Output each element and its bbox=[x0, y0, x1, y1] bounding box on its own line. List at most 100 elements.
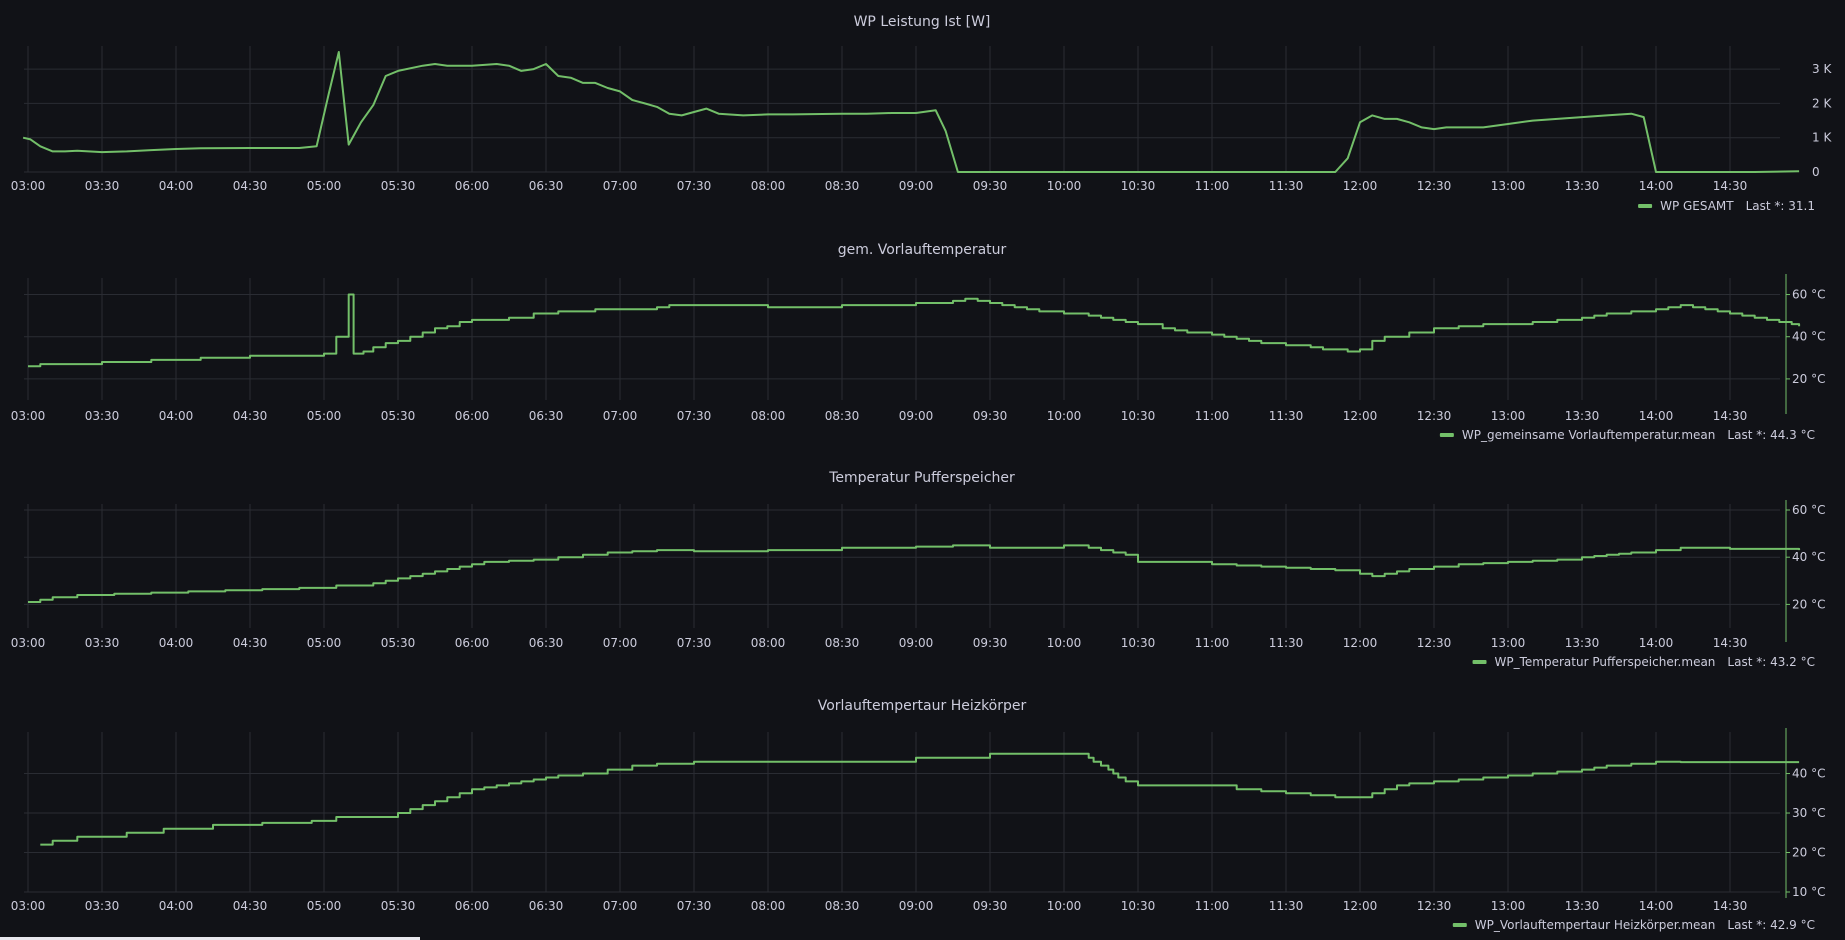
y-tick-label: 20 °C bbox=[1792, 372, 1825, 386]
y-tick-label: 60 °C bbox=[1792, 288, 1825, 302]
x-tick-label: 05:30 bbox=[381, 899, 416, 913]
x-tick-label: 10:30 bbox=[1121, 899, 1156, 913]
x-tick-label: 08:30 bbox=[825, 899, 860, 913]
x-tick-label: 14:30 bbox=[1713, 636, 1748, 650]
x-tick-label: 08:00 bbox=[751, 409, 786, 423]
x-tick-label: 10:30 bbox=[1121, 636, 1156, 650]
x-tick-label: 14:30 bbox=[1713, 179, 1748, 193]
x-tick-label: 11:30 bbox=[1269, 899, 1304, 913]
x-tick-label: 11:30 bbox=[1269, 409, 1304, 423]
panel-title: WP Leistung Ist [W] bbox=[854, 14, 991, 30]
x-tick-label: 06:30 bbox=[529, 899, 564, 913]
x-tick-label: 09:00 bbox=[899, 899, 934, 913]
x-tick-label: 12:00 bbox=[1343, 179, 1378, 193]
x-tick-label: 07:00 bbox=[603, 899, 638, 913]
x-tick-label: 03:30 bbox=[85, 409, 120, 423]
x-tick-label: 09:30 bbox=[973, 409, 1008, 423]
x-tick-label: 03:30 bbox=[85, 899, 120, 913]
x-tick-label: 12:00 bbox=[1343, 899, 1378, 913]
legend-last-value: Last *: 31.1 bbox=[1746, 199, 1815, 213]
legend-series-name: WP_gemeinsame Vorlauftemperatur.mean bbox=[1462, 428, 1716, 442]
x-tick-label: 06:30 bbox=[529, 636, 564, 650]
x-tick-label: 03:30 bbox=[85, 179, 120, 193]
x-tick-label: 14:30 bbox=[1713, 899, 1748, 913]
x-tick-label: 05:00 bbox=[307, 179, 342, 193]
x-tick-label: 11:00 bbox=[1195, 179, 1230, 193]
panel-wp-leistung: WP Leistung Ist [W] 03:00 03:30 04:00 04:30 0… bbox=[11, 14, 1833, 213]
x-tick-label: 03:00 bbox=[11, 636, 46, 650]
series-line[interactable] bbox=[22, 51, 1800, 173]
x-tick-label: 13:00 bbox=[1491, 899, 1526, 913]
x-tick-label: 04:00 bbox=[159, 409, 194, 423]
x-tick-label: 06:00 bbox=[455, 636, 490, 650]
x-tick-label: 04:30 bbox=[233, 409, 268, 423]
scroll-indicator[interactable] bbox=[0, 937, 420, 940]
x-tick-label: 05:30 bbox=[381, 179, 416, 193]
x-tick-label: 05:00 bbox=[307, 899, 342, 913]
x-tick-label: 04:00 bbox=[159, 636, 194, 650]
x-tick-label: 07:30 bbox=[677, 179, 712, 193]
x-tick-label: 14:00 bbox=[1639, 409, 1674, 423]
x-tick-label: 04:00 bbox=[159, 179, 194, 193]
legend-swatch bbox=[1439, 433, 1454, 437]
y-tick-label: 30 °C bbox=[1792, 806, 1825, 820]
x-tick-label: 03:00 bbox=[11, 179, 46, 193]
y-tick-label: 40 °C bbox=[1792, 330, 1825, 344]
x-tick-label: 03:00 bbox=[11, 409, 46, 423]
x-tick-label: 10:30 bbox=[1121, 409, 1156, 423]
legend-swatch bbox=[1452, 923, 1467, 927]
panel-pufferspeicher: Temperatur Pufferspeicher 03:00 03:30 04:00… bbox=[11, 470, 1826, 669]
x-tick-label: 05:30 bbox=[381, 636, 416, 650]
x-tick-label: 08:30 bbox=[825, 636, 860, 650]
panel-heizkoerper: Vorlauftempertaur Heizkörper 03:00 03:30 04… bbox=[11, 698, 1826, 932]
x-tick-label: 11:00 bbox=[1195, 899, 1230, 913]
y-tick-label: 20 °C bbox=[1792, 846, 1825, 860]
x-tick-label: 10:00 bbox=[1047, 179, 1082, 193]
x-tick-label: 05:30 bbox=[381, 409, 416, 423]
x-tick-label: 09:30 bbox=[973, 636, 1008, 650]
x-tick-label: 12:30 bbox=[1417, 636, 1452, 650]
x-tick-label: 03:00 bbox=[11, 899, 46, 913]
x-tick-label: 07:00 bbox=[603, 179, 638, 193]
x-tick-label: 13:30 bbox=[1565, 179, 1600, 193]
series-line[interactable] bbox=[28, 293, 1801, 368]
series-line[interactable] bbox=[28, 544, 1801, 603]
legend-entry[interactable]: WP GESAMT Last *: 31.1 bbox=[1660, 199, 1815, 213]
x-tick-label: 08:30 bbox=[825, 179, 860, 193]
legend-series-name: WP_Temperatur Pufferspeicher.mean bbox=[1495, 655, 1716, 669]
legend-entry[interactable]: WP_Temperatur Pufferspeicher.mean Last *:… bbox=[1495, 655, 1815, 669]
x-tick-label: 12:30 bbox=[1417, 409, 1452, 423]
x-tick-label: 07:30 bbox=[677, 899, 712, 913]
x-tick-label: 10:00 bbox=[1047, 899, 1082, 913]
series-line[interactable] bbox=[40, 752, 1800, 846]
x-tick-label: 04:30 bbox=[233, 636, 268, 650]
x-tick-label: 14:30 bbox=[1713, 409, 1748, 423]
legend-entry[interactable]: WP_gemeinsame Vorlauftemperatur.mean Last… bbox=[1462, 428, 1815, 442]
x-tick-label: 04:00 bbox=[159, 899, 194, 913]
x-tick-label: 06:00 bbox=[455, 899, 490, 913]
x-tick-label: 06:30 bbox=[529, 409, 564, 423]
x-tick-label: 08:00 bbox=[751, 179, 786, 193]
x-tick-label: 03:30 bbox=[85, 636, 120, 650]
x-tick-label: 13:30 bbox=[1565, 636, 1600, 650]
x-tick-label: 13:00 bbox=[1491, 409, 1526, 423]
x-tick-label: 12:30 bbox=[1417, 899, 1452, 913]
x-tick-label: 14:00 bbox=[1639, 636, 1674, 650]
legend-last-value: Last *: 44.3 °C bbox=[1727, 428, 1815, 442]
x-tick-label: 12:00 bbox=[1343, 409, 1378, 423]
legend-last-value: Last *: 42.9 °C bbox=[1727, 918, 1815, 932]
x-tick-label: 06:00 bbox=[455, 179, 490, 193]
legend-entry[interactable]: WP_Vorlauftempertaur Heizkörper.mean Last… bbox=[1475, 918, 1815, 932]
x-tick-label: 07:00 bbox=[603, 636, 638, 650]
x-tick-label: 09:00 bbox=[899, 636, 934, 650]
x-tick-label: 10:00 bbox=[1047, 636, 1082, 650]
x-tick-label: 12:30 bbox=[1417, 179, 1452, 193]
y-tick-label: 3 K bbox=[1812, 62, 1832, 76]
y-tick-label: 1 K bbox=[1812, 131, 1832, 145]
panel-vorlauftemperatur: gem. Vorlauftemperatur 03:00 03:30 04:00 04:… bbox=[11, 242, 1826, 442]
x-tick-label: 07:30 bbox=[677, 409, 712, 423]
x-tick-label: 12:00 bbox=[1343, 636, 1378, 650]
x-tick-label: 13:30 bbox=[1565, 409, 1600, 423]
panel-title: Vorlauftempertaur Heizkörper bbox=[818, 698, 1027, 714]
